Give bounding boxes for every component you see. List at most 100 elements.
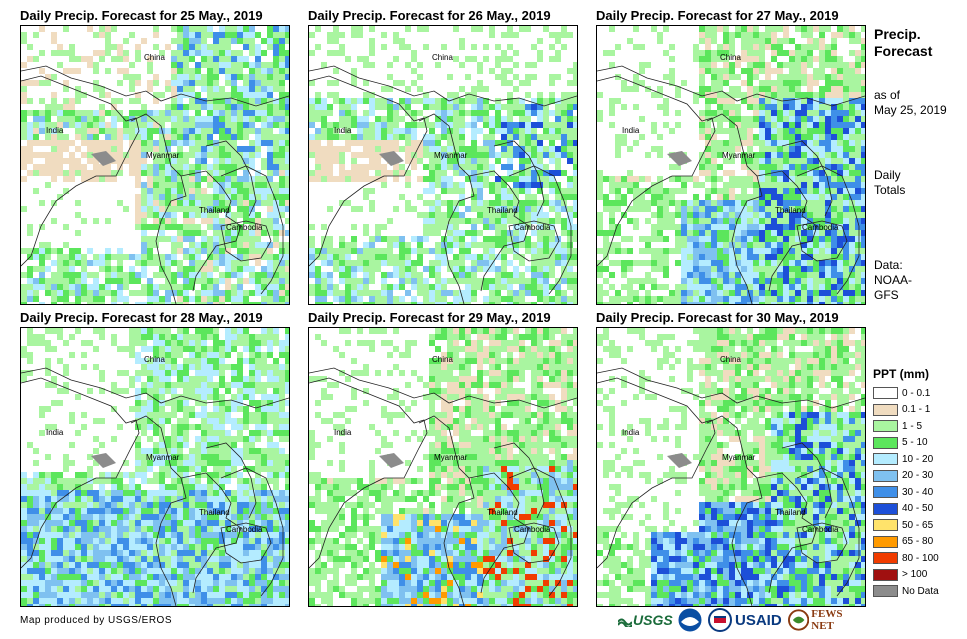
label-myanmar: Myanmar	[146, 151, 180, 160]
label-thailand: Thailand	[199, 508, 230, 517]
label-thailand: Thailand	[199, 206, 230, 215]
as-of-value: May 25, 2019	[874, 103, 947, 117]
legend-label: 5 - 10	[902, 437, 928, 449]
precip-raster	[309, 26, 577, 304]
label-cambodia: Cambodia	[802, 223, 839, 232]
precip-map: China India Myanmar Thailand Cambodia	[20, 25, 290, 305]
panel-title: Daily Precip. Forecast for 27 May., 2019	[596, 8, 839, 23]
precip-map: China India Myanmar Thailand Cambodia	[308, 25, 578, 305]
legend-item: 0.1 - 1	[873, 402, 939, 419]
usgs-wave-icon	[618, 618, 632, 627]
label-myanmar: Myanmar	[434, 453, 468, 462]
legend-label: No Data	[902, 585, 939, 597]
as-of-label: as of	[874, 88, 901, 102]
label-thailand: Thailand	[775, 206, 806, 215]
label-china: China	[432, 53, 453, 62]
data-line3: GFS	[874, 288, 899, 302]
legend-item: 0 - 0.1	[873, 385, 939, 402]
precip-raster	[597, 26, 865, 304]
data-line1: Data:	[874, 258, 903, 272]
label-india: India	[334, 428, 352, 437]
totals-line1: Daily	[874, 168, 901, 182]
label-myanmar: Myanmar	[434, 151, 468, 160]
label-china: China	[144, 355, 165, 364]
label-india: India	[622, 126, 640, 135]
side-title-line1: Precip.	[874, 26, 921, 42]
fewsnet-logo-text: FEWS NET	[811, 608, 843, 632]
legend-swatch	[873, 453, 898, 466]
legend-swatch	[873, 502, 898, 515]
legend-item: 10 - 20	[873, 451, 939, 468]
legend-swatch	[873, 568, 898, 581]
legend-label: 65 - 80	[902, 536, 934, 548]
legend-swatch	[873, 420, 898, 433]
legend-label: > 100	[902, 569, 928, 581]
label-china: China	[720, 355, 741, 364]
legend-label: 20 - 30	[902, 470, 934, 482]
legend-item: 50 - 65	[873, 517, 939, 534]
legend-label: 0.1 - 1	[902, 404, 931, 416]
legend-swatch	[873, 469, 898, 482]
noaa-logo	[678, 606, 704, 634]
legend-item: 5 - 10	[873, 435, 939, 452]
precip-map: China India Myanmar Thailand Cambodia	[596, 327, 866, 607]
panel-title: Daily Precip. Forecast for 25 May., 2019	[20, 8, 263, 23]
label-cambodia: Cambodia	[226, 525, 263, 534]
legend-item: 40 - 50	[873, 501, 939, 518]
precip-raster	[21, 26, 289, 304]
legend-swatch	[873, 552, 898, 565]
legend-swatch	[873, 436, 898, 449]
legend-swatch	[873, 535, 898, 548]
label-china: China	[432, 355, 453, 364]
legend-swatch	[873, 585, 898, 598]
agency-logos: USGS USAID FEWS NET	[618, 606, 866, 634]
label-india: India	[334, 126, 352, 135]
legend-item: 30 - 40	[873, 484, 939, 501]
panel-title: Daily Precip. Forecast for 28 May., 2019	[20, 310, 263, 325]
legend-label: 0 - 0.1	[902, 387, 931, 399]
panel-title: Daily Precip. Forecast for 30 May., 2019	[596, 310, 839, 325]
fewsnet-logo: FEWS NET	[788, 606, 866, 634]
legend-item: 1 - 5	[873, 418, 939, 435]
legend-label: 1 - 5	[902, 420, 923, 432]
label-india: India	[46, 428, 64, 437]
legend-label: 50 - 65	[902, 519, 934, 531]
usaid-seal-icon	[708, 608, 732, 632]
data-source: Data: NOAA- GFS	[874, 258, 912, 303]
legend-label: 40 - 50	[902, 503, 934, 515]
label-cambodia: Cambodia	[514, 223, 551, 232]
precip-map: China India Myanmar Thailand Cambodia	[308, 327, 578, 607]
label-thailand: Thailand	[775, 508, 806, 517]
map-credit: Map produced by USGS/EROS	[20, 615, 173, 626]
legend-swatch	[873, 486, 898, 499]
legend-item: No Data	[873, 583, 939, 600]
legend-swatch	[873, 387, 898, 400]
ppt-legend: PPT (mm) 0 - 0.1 0.1 - 1 1 - 5 5 - 10 10 - 2…	[873, 367, 939, 600]
legend-label: 10 - 20	[902, 453, 934, 465]
label-myanmar: Myanmar	[146, 453, 180, 462]
legend-item: 65 - 80	[873, 534, 939, 551]
panel-title: Daily Precip. Forecast for 26 May., 2019	[308, 8, 551, 23]
precip-raster	[21, 328, 289, 606]
label-india: India	[46, 126, 64, 135]
fewsnet-globe-icon	[788, 609, 810, 631]
label-myanmar: Myanmar	[722, 453, 756, 462]
side-info: Precip. Forecast	[874, 26, 932, 60]
totals-line2: Totals	[874, 183, 906, 197]
legend-swatch	[873, 403, 898, 416]
label-cambodia: Cambodia	[514, 525, 551, 534]
side-title-line2: Forecast	[874, 43, 933, 59]
noaa-emblem-icon	[678, 608, 702, 632]
precip-map: China India Myanmar Thailand Cambodia	[596, 25, 866, 305]
label-cambodia: Cambodia	[226, 223, 263, 232]
precip-map: China India Myanmar Thailand Cambodia	[20, 327, 290, 607]
legend-title: PPT (mm)	[873, 367, 930, 381]
label-myanmar: Myanmar	[722, 151, 756, 160]
label-india: India	[622, 428, 640, 437]
as-of-date: as of May 25, 2019	[874, 88, 947, 118]
legend-label: 80 - 100	[902, 552, 939, 564]
data-line2: NOAA-	[874, 273, 913, 287]
label-china: China	[144, 53, 165, 62]
legend-label: 30 - 40	[902, 486, 934, 498]
legend-item: 80 - 100	[873, 550, 939, 567]
